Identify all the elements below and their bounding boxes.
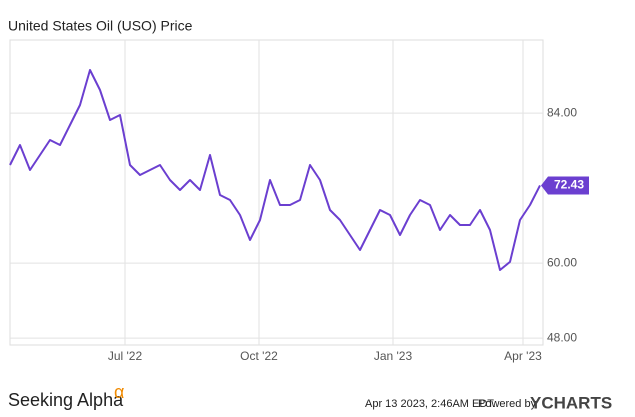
timestamp: Apr 13 2023, 2:46AM EDT. — [365, 398, 496, 410]
powered-by: Powered by — [478, 398, 537, 410]
x-tick-label: Jan '23 — [374, 349, 413, 363]
x-tick-label: Apr '23 — [504, 349, 542, 363]
price-line — [9, 69, 541, 271]
logo-mark: α — [114, 382, 124, 402]
x-tick-label: Oct '22 — [240, 349, 278, 363]
y-tick-label: 84.00 — [547, 105, 577, 119]
y-tick-label: 48.00 — [547, 330, 577, 344]
x-tick-label: Jul '22 — [108, 349, 143, 363]
plot-area — [9, 39, 544, 346]
brand: YCHARTS — [530, 393, 612, 412]
end-label: 72.43 — [554, 178, 584, 192]
end-label-box — [541, 176, 589, 195]
logo: Seeking Alpha — [8, 390, 124, 410]
chart-title: United States Oil (USO) Price — [8, 18, 193, 34]
y-tick-label: 60.00 — [547, 255, 577, 269]
